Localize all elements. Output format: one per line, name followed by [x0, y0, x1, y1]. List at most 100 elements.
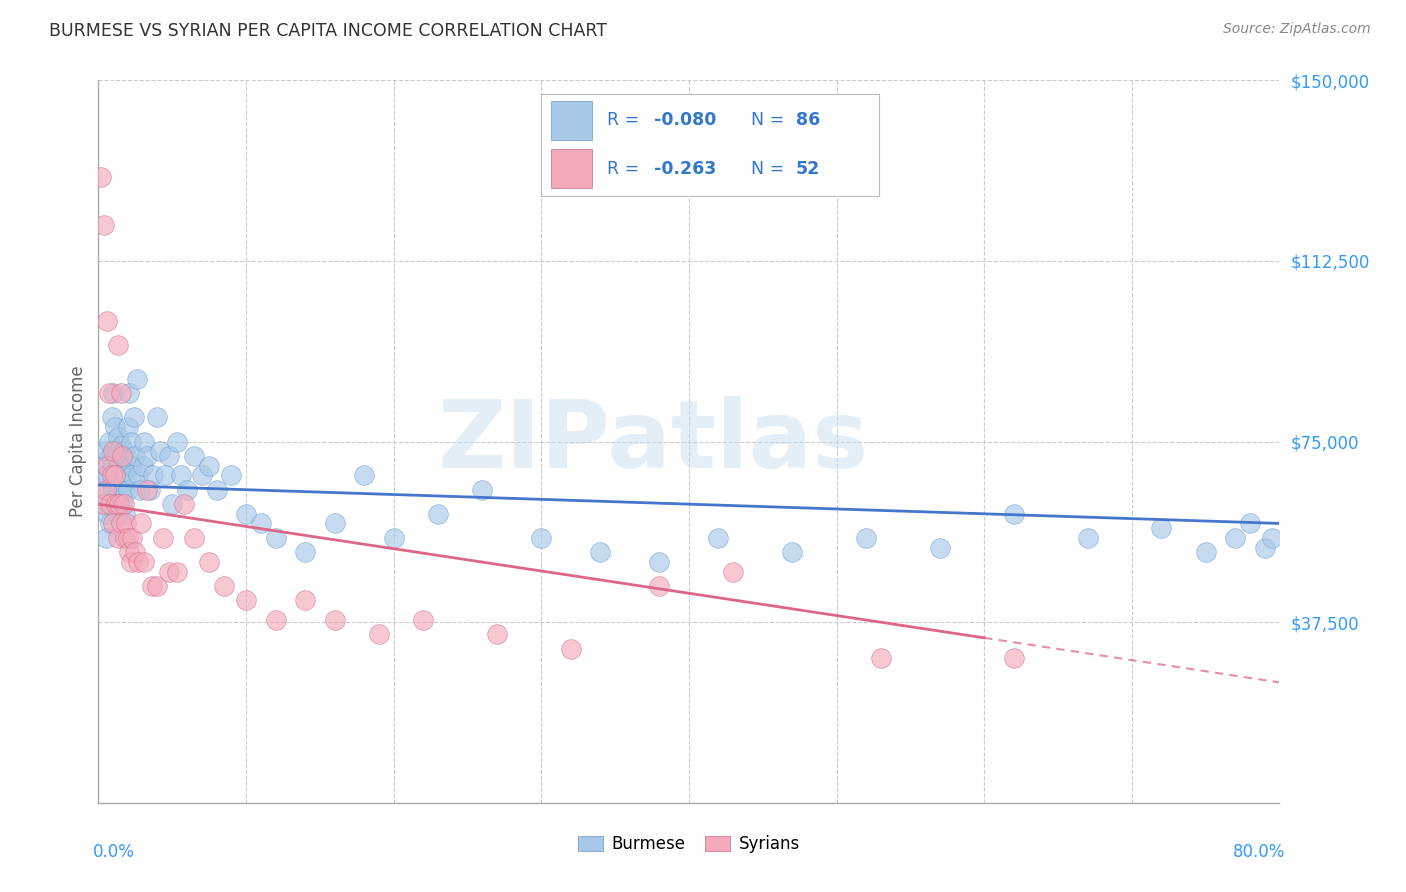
Point: [1002, 507, 1025, 521]
Point: [91, 497, 114, 511]
Text: -0.263: -0.263: [654, 160, 717, 178]
Text: 80.0%: 80.0%: [1233, 843, 1285, 861]
Point: [134, 434, 156, 449]
Point: [707, 531, 730, 545]
Point: [1239, 516, 1261, 531]
Point: [294, 545, 316, 559]
Point: [105, 497, 128, 511]
Point: [107, 507, 129, 521]
Point: [105, 468, 128, 483]
Point: [1002, 651, 1025, 665]
Point: [1254, 541, 1277, 555]
Text: BURMESE VS SYRIAN PER CAPITA INCOME CORRELATION CHART: BURMESE VS SYRIAN PER CAPITA INCOME CORR…: [49, 22, 607, 40]
Point: [96, 468, 118, 483]
Point: [124, 545, 146, 559]
Point: [264, 531, 287, 545]
Point: [115, 516, 138, 531]
Point: [90, 468, 112, 483]
Point: [235, 593, 257, 607]
Text: N =: N =: [751, 112, 789, 129]
Point: [235, 507, 257, 521]
Point: [157, 565, 180, 579]
Legend: Burmese, Syrians: Burmese, Syrians: [571, 828, 807, 860]
Point: [108, 483, 131, 497]
Point: [96, 314, 118, 328]
Point: [104, 468, 127, 483]
Point: [128, 483, 150, 497]
FancyBboxPatch shape: [551, 101, 592, 140]
Text: ZIPatlas: ZIPatlas: [437, 395, 869, 488]
Text: 86: 86: [796, 112, 820, 129]
Point: [157, 449, 180, 463]
Point: [323, 613, 346, 627]
Point: [153, 468, 176, 483]
Point: [100, 478, 122, 492]
Point: [294, 593, 316, 607]
Point: [134, 555, 156, 569]
Point: [191, 468, 214, 483]
Point: [136, 449, 159, 463]
Point: [198, 555, 221, 569]
Point: [1261, 531, 1284, 545]
Point: [183, 531, 205, 545]
Point: [93, 458, 115, 473]
Point: [589, 545, 612, 559]
Point: [96, 507, 118, 521]
Point: [108, 454, 131, 468]
Point: [412, 613, 434, 627]
Point: [120, 458, 142, 473]
Point: [103, 386, 125, 401]
Point: [98, 449, 121, 463]
Point: [1225, 531, 1247, 545]
Point: [111, 458, 134, 473]
Point: [94, 444, 117, 458]
Point: [129, 516, 152, 531]
Point: [118, 545, 141, 559]
Point: [1077, 531, 1099, 545]
Point: [855, 531, 877, 545]
Point: [221, 468, 243, 483]
Y-axis label: Per Capita Income: Per Capita Income: [69, 366, 87, 517]
Text: 52: 52: [796, 160, 820, 178]
Point: [125, 372, 148, 386]
Point: [103, 444, 125, 458]
Point: [648, 579, 671, 593]
Point: [176, 483, 198, 497]
Point: [120, 555, 142, 569]
Point: [323, 516, 346, 531]
Point: [142, 468, 165, 483]
Point: [97, 386, 120, 401]
Point: [94, 531, 117, 545]
Point: [114, 507, 136, 521]
Point: [100, 410, 122, 425]
Text: R =: R =: [607, 112, 645, 129]
Text: -0.080: -0.080: [654, 112, 717, 129]
Point: [198, 458, 221, 473]
Point: [127, 468, 149, 483]
Point: [486, 627, 509, 641]
Point: [111, 497, 134, 511]
Point: [1150, 521, 1173, 535]
Point: [110, 468, 132, 483]
Point: [870, 651, 893, 665]
Point: [114, 531, 136, 545]
Point: [139, 483, 162, 497]
Point: [97, 483, 120, 497]
Point: [1195, 545, 1218, 559]
Point: [127, 555, 149, 569]
Point: [152, 531, 174, 545]
Text: N =: N =: [751, 160, 789, 178]
Point: [166, 565, 188, 579]
Point: [382, 531, 405, 545]
Point: [560, 641, 582, 656]
Point: [103, 458, 125, 473]
Point: [115, 449, 138, 463]
Point: [98, 516, 121, 531]
Point: [94, 483, 117, 497]
Point: [183, 449, 205, 463]
Point: [110, 439, 132, 453]
Point: [166, 434, 188, 449]
Point: [93, 218, 115, 232]
Text: Source: ZipAtlas.com: Source: ZipAtlas.com: [1223, 22, 1371, 37]
Point: [146, 579, 169, 593]
